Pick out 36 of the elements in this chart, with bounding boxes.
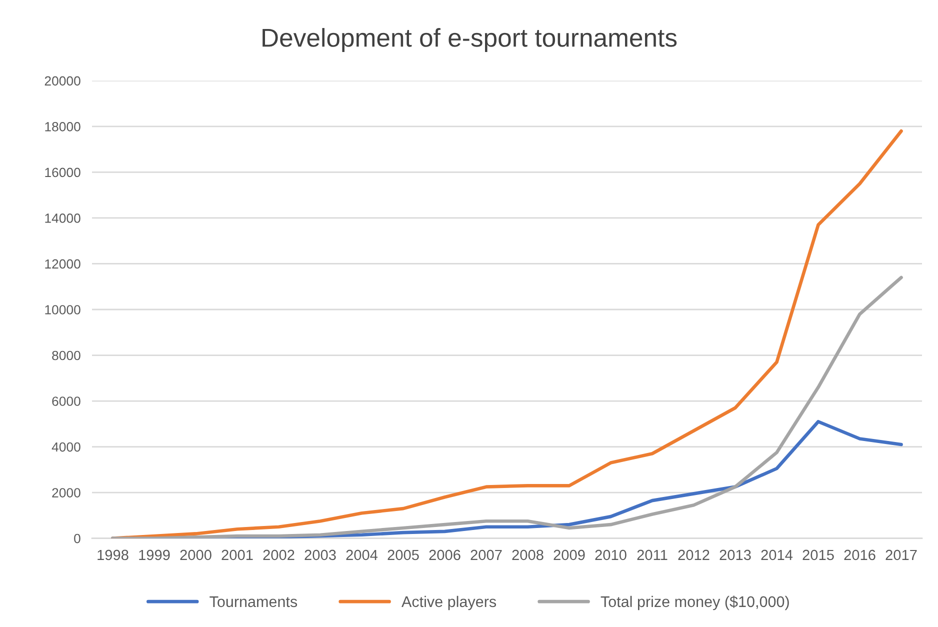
x-tick-label: 2002: [263, 550, 294, 560]
legend-label: Tournaments: [210, 596, 298, 608]
x-tick-label: 2003: [304, 550, 336, 560]
x-tick-label: 2011: [637, 550, 668, 560]
x-tick-label: 1999: [139, 550, 170, 560]
y-tick-label: 12000: [45, 259, 80, 269]
x-tick-label: 2000: [180, 550, 212, 560]
x-tick-label: 1998: [98, 550, 128, 560]
y-tick-label: 20000: [44, 76, 80, 86]
x-tick-label: 2012: [678, 550, 710, 560]
x-tick-label: 2013: [720, 550, 751, 560]
x-tick-label: 2016: [844, 550, 876, 560]
x-tick-label: 2006: [429, 550, 460, 560]
x-tick-label: 2010: [595, 550, 626, 560]
x-tick-label: 2001: [222, 550, 253, 560]
x-tick-label: 2005: [388, 550, 419, 560]
legend-label: Active players: [402, 596, 496, 610]
y-tick-label: 2000: [52, 488, 80, 498]
y-tick-label: 6000: [52, 396, 80, 406]
x-tick-label: 2008: [512, 550, 544, 560]
y-tick-label: 4000: [52, 442, 80, 452]
chart-title: Development of e-sport tournaments: [262, 28, 677, 52]
x-tick-label: 2015: [802, 550, 834, 560]
legend-label: Total prize money ($10,000): [600, 596, 789, 610]
x-tick-label: 2009: [554, 550, 585, 560]
y-tick-label: 16000: [45, 168, 80, 178]
x-tick-label: 2007: [470, 550, 502, 560]
y-tick-label: 10000: [45, 305, 80, 314]
x-tick-label: 2004: [346, 550, 378, 560]
x-tick-label: 2017: [886, 550, 917, 560]
line-series: [111, 276, 903, 538]
x-tick-label: 2014: [761, 550, 793, 560]
y-tick-label: 14000: [45, 214, 80, 223]
y-tick-label: 8000: [52, 350, 80, 360]
y-tick-label: 0: [74, 534, 80, 544]
y-tick-label: 18000: [45, 122, 80, 132]
